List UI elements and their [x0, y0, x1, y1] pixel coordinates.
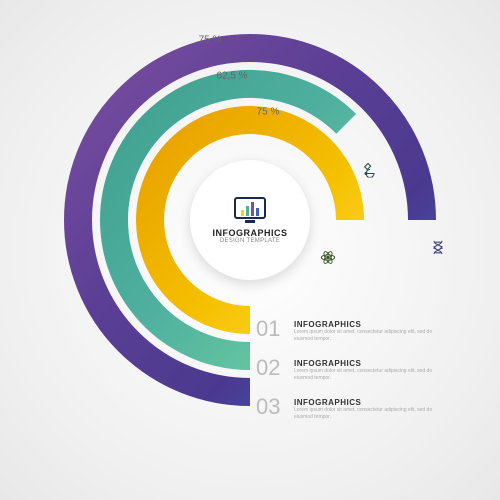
list-number: 01: [256, 318, 286, 340]
pct-label-outer: 75 %: [199, 35, 222, 46]
list-item-desc: Lorem ipsum dolor sit amet, consectetur …: [294, 329, 444, 343]
list-item: 03 INFOGRAPHICS Lorem ipsum dolor sit am…: [256, 396, 444, 421]
microscope-icon: [362, 162, 378, 183]
list-item: 01 INFOGRAPHICS Lorem ipsum dolor sit am…: [256, 318, 444, 343]
list-number: 02: [256, 357, 286, 379]
pct-label-middle: 62,5 %: [216, 71, 247, 82]
atom-icon: [320, 250, 336, 271]
pct-label-inner: 75 %: [257, 107, 280, 118]
dna-icon: [430, 240, 446, 261]
center-circle: INFOGRAPHICS DESIGN TEMPLATE: [190, 160, 310, 280]
list-item: 02 INFOGRAPHICS Lorem ipsum dolor sit am…: [256, 357, 444, 382]
list-item-desc: Lorem ipsum dolor sit amet, consectetur …: [294, 368, 444, 382]
list-item-title: INFOGRAPHICS: [294, 359, 444, 368]
list-item-title: INFOGRAPHICS: [294, 398, 444, 407]
list-item-desc: Lorem ipsum dolor sit amet, consectetur …: [294, 407, 444, 421]
monitor-chart-icon: [233, 196, 267, 224]
info-list: 01 INFOGRAPHICS Lorem ipsum dolor sit am…: [256, 318, 444, 435]
list-item-title: INFOGRAPHICS: [294, 320, 444, 329]
list-number: 03: [256, 396, 286, 418]
center-subtitle: DESIGN TEMPLATE: [220, 238, 280, 244]
center-title: INFOGRAPHICS: [212, 228, 287, 238]
